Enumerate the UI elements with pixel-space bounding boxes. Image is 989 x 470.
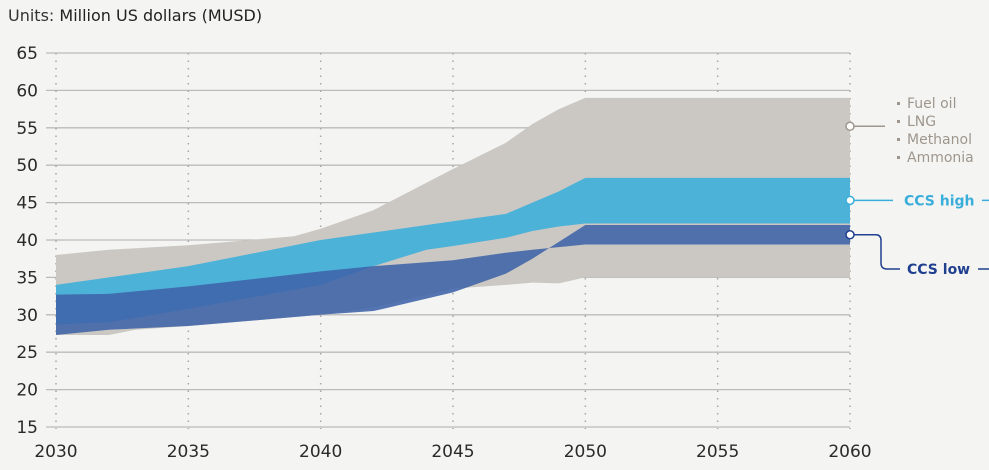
legend-marker-ccs-low <box>845 230 855 240</box>
x-tick-label: 2035 <box>167 442 210 462</box>
y-tick-label: 55 <box>16 119 38 139</box>
legend-marker-ccs-high <box>845 195 855 206</box>
y-tick-label: 50 <box>16 156 38 176</box>
x-tick-label: 2060 <box>828 442 871 462</box>
y-tick-label: 15 <box>16 418 38 438</box>
y-tick-label: 20 <box>16 381 38 401</box>
legend-line-ccs-low <box>850 234 900 270</box>
x-tick-label: 2055 <box>696 442 739 462</box>
axes: 15 20 25 30 35 40 45 50 55 60 65 2030 2035 2040 2045 20… <box>16 44 871 462</box>
legend-label-ccs-low: CCS low <box>907 262 970 278</box>
x-tick-label: 2030 <box>34 442 77 462</box>
y-tick-label: 40 <box>16 231 38 251</box>
units-label: Units: Million US dollars (MUSD) <box>8 6 262 25</box>
legend-bullet <box>897 156 900 159</box>
x-tick-label: 2045 <box>431 442 474 462</box>
units-prefix: Units: <box>8 6 55 25</box>
legend-item-lng: LNG <box>907 114 936 130</box>
legend-bullet <box>897 138 900 141</box>
areas <box>56 97 850 335</box>
y-tick-label: 35 <box>16 268 38 288</box>
y-tick-label: 45 <box>16 194 38 214</box>
legend-item-methanol: Methanol <box>907 132 972 148</box>
y-tick-label: 65 <box>16 44 38 64</box>
legend-item-fuel-oil: Fuel oil <box>907 96 956 112</box>
legend-label-ccs-high: CCS high <box>904 193 975 209</box>
legend-bullet <box>897 120 900 123</box>
x-tick-label: 2050 <box>564 442 607 462</box>
legend-marker-fuels <box>845 121 855 132</box>
legend-bullet <box>897 102 900 105</box>
legend-item-ammonia: Ammonia <box>907 150 974 166</box>
y-tick-label: 25 <box>16 343 38 363</box>
units-value: Million US dollars (MUSD) <box>59 6 263 25</box>
y-tick-label: 60 <box>16 81 38 101</box>
y-tick-label: 30 <box>16 306 38 326</box>
x-tick-label: 2040 <box>299 442 342 462</box>
legend: Fuel oil LNG Methanol Ammonia CCS high CCS lo… <box>845 96 989 278</box>
area-ccs-low <box>56 225 850 335</box>
